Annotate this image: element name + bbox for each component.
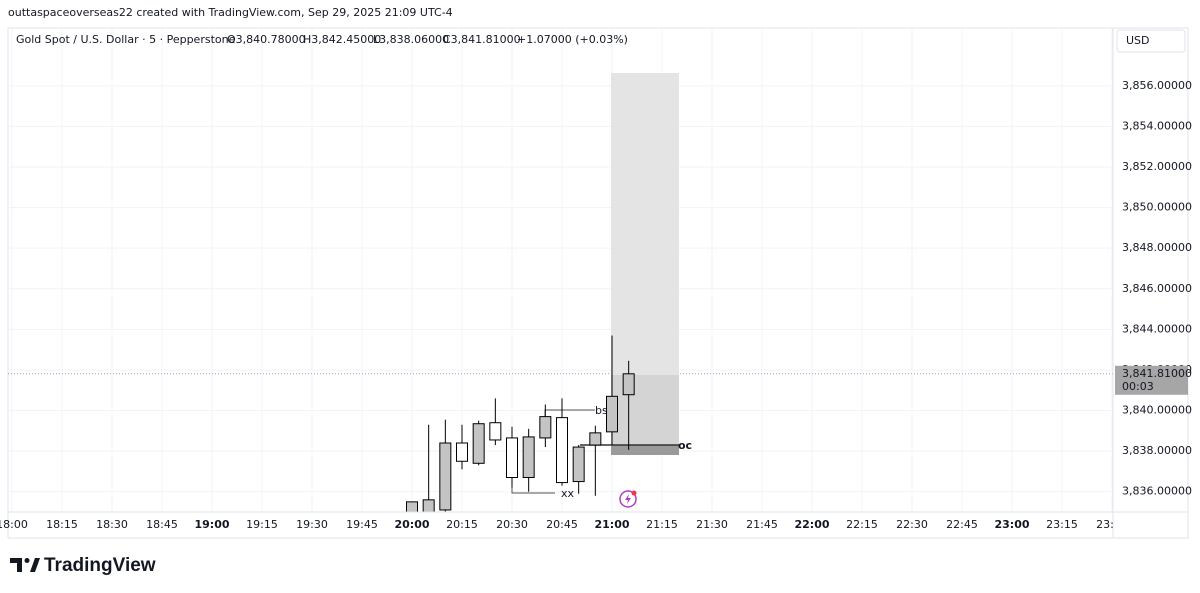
change: +1.07000 (+0.03%) [517,33,628,46]
x-tick-label: 22:15 [846,518,878,531]
y-tick-label: 3,856.00000 [1122,79,1192,92]
x-tick-label: 23:00 [994,518,1029,531]
candle-body [456,442,468,462]
candle-body [556,417,568,484]
x-tick-label: 19:30 [296,518,328,531]
x-tick-label: 21:00 [594,518,629,531]
brand: TradingView [44,555,156,576]
candle-body [422,499,435,512]
last-price-badge [1115,365,1188,395]
ohlc-value: H3,842.45000 [303,33,381,46]
currency[interactable]: USD [1126,34,1150,47]
x-tick-label: 20:15 [446,518,478,531]
position-target-zone [611,73,679,375]
candle-body [622,373,635,396]
y-tick-label: 3,846.00000 [1122,282,1192,295]
position-entry-zone [611,375,679,445]
candle-body [472,423,485,464]
y-tick-label: 3,848.00000 [1122,241,1192,254]
candle-body [606,395,618,433]
brand-logo [10,558,40,572]
candle-body [506,437,518,479]
y-tick-label: 3,854.00000 [1122,119,1192,132]
x-tick-label: 20:45 [546,518,578,531]
alert-icon [625,494,631,504]
x-tick-label: 21:30 [696,518,728,531]
alert-dot [631,490,637,496]
ohlc-value: O3,840.78000 [227,33,306,46]
annotation: bs [595,404,608,417]
y-tick-label: 3,844.00000 [1122,322,1192,335]
currency-button[interactable] [1116,29,1186,53]
x-tick-label: 22:45 [946,518,978,531]
x-tick-label: 22:00 [794,518,829,531]
x-tick-label: 19:45 [346,518,378,531]
x-tick-label: 18:00 [0,518,28,531]
x-tick-label: 18:45 [146,518,178,531]
symbol: Gold Spot / U.S. Dollar · 5 · Pepperston… [16,33,236,46]
x-tick-label: 23:15 [1046,518,1078,531]
x-tick-label: 21:45 [746,518,778,531]
candle-body [489,422,502,441]
attribution: outtaspaceoverseas22 created with Tradin… [8,6,453,19]
x-tick-label: 18:15 [46,518,78,531]
countdown: 00:03 [1122,380,1154,393]
x-tick-label: 20:30 [496,518,528,531]
annotation-line [544,409,595,418]
x-tick-label: 19:00 [194,518,229,531]
x-tick-label: 19:15 [246,518,278,531]
candle-body [406,501,418,512]
x-tick-label: 23:30 [1096,518,1128,531]
annotation: xx [561,487,575,500]
x-tick-label: 21:15 [646,518,678,531]
x-tick-label: 22:30 [896,518,928,531]
y-tick-label: 3,836.00000 [1122,485,1192,498]
candle-body [439,442,452,511]
candle-body [572,446,585,483]
candle-body [539,416,552,439]
annotation: oc [678,439,692,452]
candle-body [522,436,535,479]
position-stop-zone [611,445,679,455]
y-tick-label: 3,852.00000 [1122,160,1192,173]
ohlc-value: C3,841.81000 [443,33,521,46]
y-tick-label: 3,850.00000 [1122,201,1192,214]
x-tick-label: 20:00 [394,518,429,531]
last-price-label: 3,841.81000 [1122,367,1192,380]
candle-body [589,432,602,446]
ohlc-value: L3,838.06000 [373,33,449,46]
x-tick-label: 18:30 [96,518,128,531]
y-tick-label: 3,840.00000 [1122,404,1192,417]
y-tick-label: 3,838.00000 [1122,444,1192,457]
chart-frame [7,27,1189,539]
